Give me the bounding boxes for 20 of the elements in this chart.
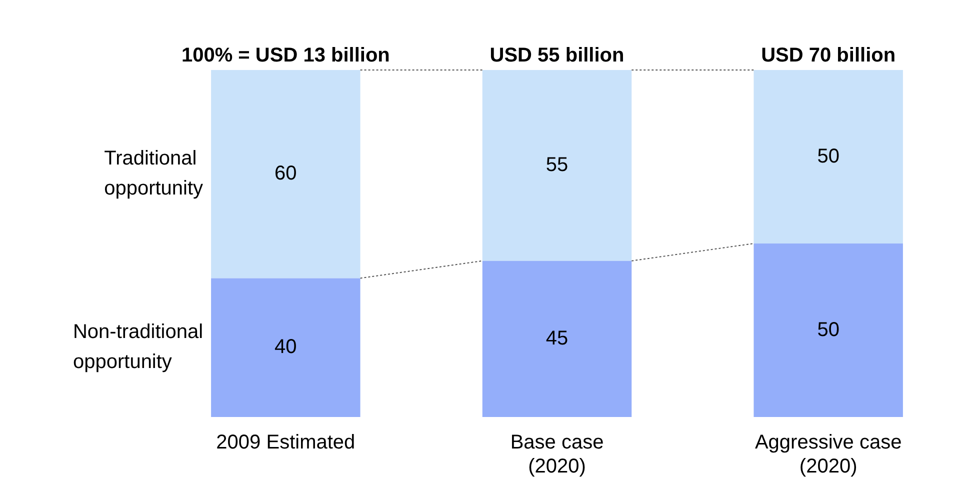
bar: [754, 70, 903, 244]
total-label: 100% = USD 13 billion: [181, 44, 390, 67]
total-label: USD 70 billion: [761, 44, 896, 67]
bar: [482, 260, 632, 417]
bar: [482, 70, 632, 261]
data-label: 50: [817, 318, 840, 341]
data-label: 60: [274, 162, 297, 185]
x-tick-label: Base case (2020): [510, 432, 604, 478]
total-label: USD 55 billion: [490, 44, 624, 67]
data-label: 40: [274, 336, 297, 358]
bar: [754, 244, 903, 417]
series-label: Traditional opportunity: [104, 148, 204, 200]
x-tick-label: 2009 Estimated: [216, 432, 356, 454]
bar: [211, 70, 360, 278]
data-label: 50: [817, 145, 840, 168]
series-label: Non-traditional opportunity: [72, 321, 204, 374]
data-label: 55: [546, 154, 568, 176]
x-tick-label: Aggressive case (2020): [754, 432, 902, 478]
data-label: 45: [546, 327, 568, 350]
bar: [211, 278, 360, 417]
